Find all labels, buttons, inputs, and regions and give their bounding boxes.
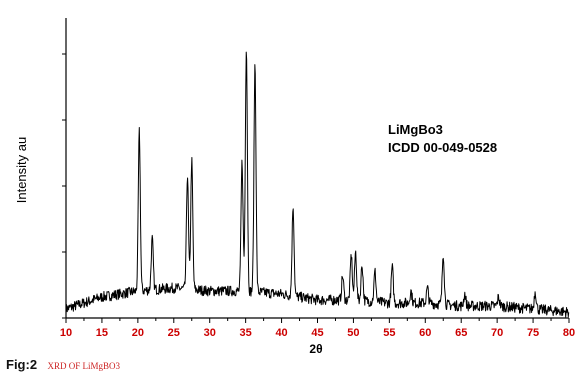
x-tick-label: 25 (168, 327, 180, 339)
figure-title: XRD OF LiMgBO3 (47, 361, 121, 371)
figure-number: Fig:2 (6, 357, 38, 372)
x-tick-label: 60 (419, 327, 431, 339)
x-tick-label: 65 (455, 327, 467, 339)
x-tick-label: 40 (275, 327, 287, 339)
x-tick-label: 10 (60, 327, 72, 339)
phase-annotation: LiMgBo3 (388, 122, 443, 137)
x-axis-ticks (65, 318, 570, 323)
xrd-pattern-line (65, 51, 570, 318)
x-tick-label: 45 (311, 327, 323, 339)
x-tick-label: 50 (347, 327, 359, 339)
x-tick-label: 75 (527, 327, 539, 339)
y-axis-label: Intensity au (14, 137, 29, 204)
x-tick-label: 55 (383, 327, 395, 339)
y-axis-ticks (62, 53, 66, 319)
x-tick-label: 30 (204, 327, 216, 339)
x-tick-label: 70 (491, 327, 503, 339)
x-axis-tick-labels: 10 15 20 25 30 35 40 45 50 55 60 65 70 75 80 (60, 327, 575, 339)
icdd-annotation: ICDD 00-049-0528 (388, 140, 497, 155)
figure-caption: Fig:2 XRD OF LiMgBO3 (6, 356, 120, 374)
x-axis-label: 2θ (309, 342, 322, 356)
x-tick-label: 80 (563, 327, 575, 339)
x-tick-label: 15 (96, 327, 108, 339)
x-tick-label: 35 (240, 327, 252, 339)
x-tick-label: 20 (132, 327, 144, 339)
